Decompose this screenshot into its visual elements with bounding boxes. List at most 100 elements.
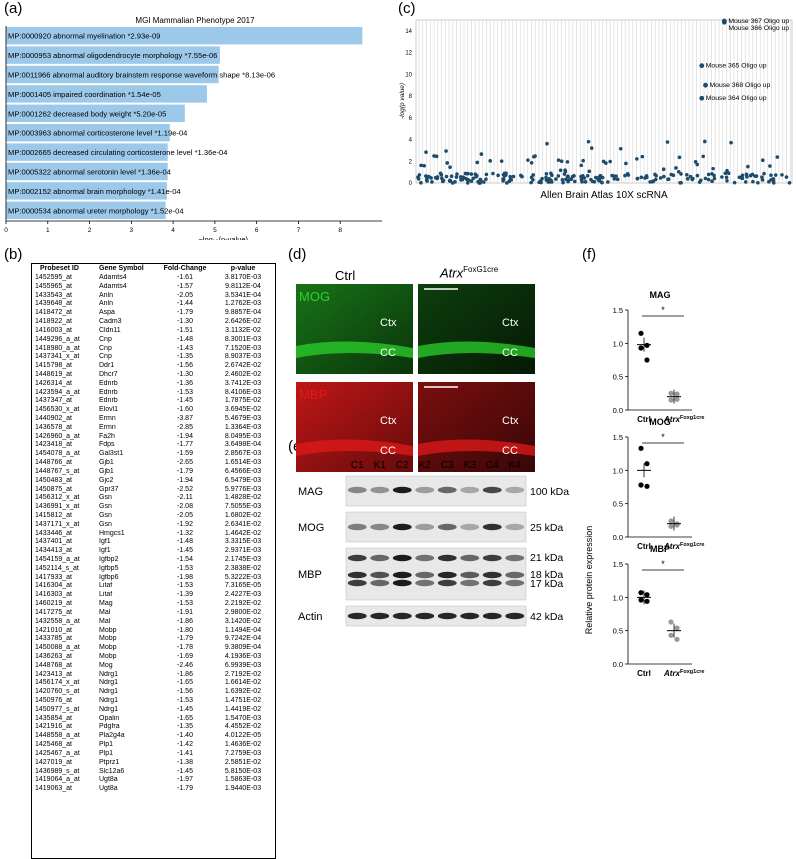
fold-cell: -1.65: [177, 714, 193, 722]
data-point: [458, 175, 463, 179]
mog-mut-stain: [418, 284, 535, 374]
fold-cell: -1.35: [177, 353, 193, 361]
pvalue-cell: 4.1936E-03: [224, 652, 262, 660]
table-row: 1450875_at Gpr37 -2.52 5.9776E-03: [32, 486, 275, 495]
data-point: [444, 149, 448, 153]
blot-band: [482, 579, 502, 587]
probeset-cell: 1421010_at: [35, 626, 72, 634]
probeset-cell: 1439648_at: [35, 300, 72, 308]
data-point: [612, 177, 617, 181]
fold-cell: -1.79: [177, 785, 193, 793]
data-point: [419, 180, 423, 185]
probeset-cell: 1433446_at: [35, 529, 72, 537]
mbp-ctrl-stain: [296, 382, 413, 472]
bar-label: MP:0003963 abnormal corticosterone level…: [8, 129, 187, 138]
table-row: 1448558_a_at Pla2g4a -1.40 4.0122E-05: [32, 732, 275, 741]
data-point: [579, 163, 584, 168]
data-point: [416, 177, 421, 181]
pvalue-cell: 1.4642E-02: [224, 529, 262, 537]
mut-dot: [668, 390, 674, 396]
fold-cell: -1.45: [177, 547, 193, 555]
data-point: [606, 180, 610, 184]
gene-cell: Hmgcs1: [99, 529, 125, 537]
kda-label: 42 kDa: [530, 611, 563, 623]
gene-cell: Gsn: [99, 511, 112, 519]
gene-cell: Mobp: [99, 652, 117, 660]
data-point: [688, 174, 693, 179]
table-row: 1427019_at Ptprz1 -1.38 2.5851E-02: [32, 759, 275, 768]
data-point: [726, 171, 731, 176]
table-row: 1448767_s_at Gjb1 -1.79 6.4566E-03: [32, 468, 275, 477]
probeset-cell: 1423413_at: [35, 670, 72, 678]
ctrl-dot: [644, 357, 650, 363]
pvalue-cell: 8.0495E-03: [224, 432, 262, 440]
data-point: [760, 175, 764, 179]
probeset-cell: 1419063_at: [35, 785, 72, 793]
blot-band: [482, 554, 502, 562]
gene-cell: Cnp: [99, 344, 112, 352]
probeset-cell: 1437171_x_at: [35, 520, 80, 528]
pvalue-cell: 5.4679E-03: [224, 415, 262, 422]
panel-a-label: (a): [4, 0, 23, 17]
table-row: 1420760_s_at Ndrg1 -1.56 1.6392E-02: [32, 688, 275, 697]
gene-cell: Plp1: [99, 741, 114, 749]
data-point: [614, 174, 618, 178]
data-point: [545, 141, 549, 146]
data-point: [787, 181, 792, 185]
data-point: [594, 175, 598, 180]
data-point: [465, 181, 470, 185]
data-point: [519, 173, 523, 178]
data-point: [585, 173, 590, 178]
table-row: 1450088_a_at Mobp -1.78 9.3809E-04: [32, 644, 275, 653]
pvalue-cell: 4.4552E-02: [224, 723, 262, 731]
pvalue-cell: 1.5470E-03: [224, 714, 262, 722]
probeset-cell: 1417275_at: [35, 608, 72, 616]
kda-label: 100 kDa: [530, 486, 569, 498]
data-point: [454, 175, 459, 179]
fold-cell: -1.86: [177, 617, 193, 625]
probeset-cell: 1454078_a_at: [35, 450, 80, 458]
fold-cell: -1.30: [177, 370, 193, 378]
panel-c-label: (c): [398, 0, 416, 17]
data-point: [569, 177, 574, 181]
pvalue-cell: 2.4227E-03: [224, 591, 262, 599]
pvalue-cell: 1.5863E-03: [224, 776, 262, 784]
table-row: 1416304_at Litaf -1.53 7.3165E-05: [32, 582, 275, 591]
gene-cell: Gjc2: [99, 476, 114, 484]
y-axis-label: Relative protein expression: [584, 526, 594, 635]
probeset-cell: 1427019_at: [35, 758, 72, 766]
data-point: [725, 179, 729, 183]
fold-cell: -1.45: [177, 705, 193, 713]
y-tick-label: 1.5: [613, 306, 623, 315]
x-axis-label: Allen Brain Atlas 10X scRNA: [540, 190, 668, 201]
data-point: [699, 178, 703, 183]
gene-cell: Gpr37: [99, 485, 119, 493]
probeset-cell: 1456174_x_at: [35, 679, 80, 687]
y-tick-label: 0.5: [613, 627, 623, 636]
data-point: [702, 139, 707, 144]
fold-cell: -2.05: [177, 291, 193, 299]
bar-label: MP:0000953 abnormal oligodendrocyte morp…: [8, 51, 217, 60]
data-point: [476, 179, 480, 184]
data-point: [684, 172, 689, 177]
blot-band: [460, 554, 480, 562]
mut-sup: Foxg1cre: [680, 542, 704, 548]
table-row: 1421916_at Pdgfra -1.35 4.4552E-02: [32, 723, 275, 732]
y-tick-label: 14: [405, 29, 412, 35]
gene-cell: Cnp: [99, 353, 112, 361]
x-tick-label: 3: [130, 227, 134, 234]
data-point: [580, 176, 584, 180]
x-tick-label-ctrl: Ctrl: [637, 669, 651, 678]
probeset-cell: 1452595_at: [35, 274, 72, 281]
blot-band: [505, 579, 525, 587]
pvalue-cell: 2.7192E-02: [224, 670, 262, 678]
blot-band: [505, 612, 525, 620]
data-point: [703, 176, 708, 181]
x-tick-label: 0: [4, 227, 8, 234]
table-row: 1423594_a_at Ednrb -1.53 8.4106E-03: [32, 389, 275, 398]
blot-band: [437, 523, 457, 531]
fold-cell: -1.78: [177, 644, 193, 652]
table-row: 1450977_s_at Ndrg1 -1.45 1.4419E-02: [32, 706, 275, 715]
blot-band: [370, 523, 390, 531]
table-row: 1433785_at Mobp -1.79 9.7242E-04: [32, 635, 275, 644]
